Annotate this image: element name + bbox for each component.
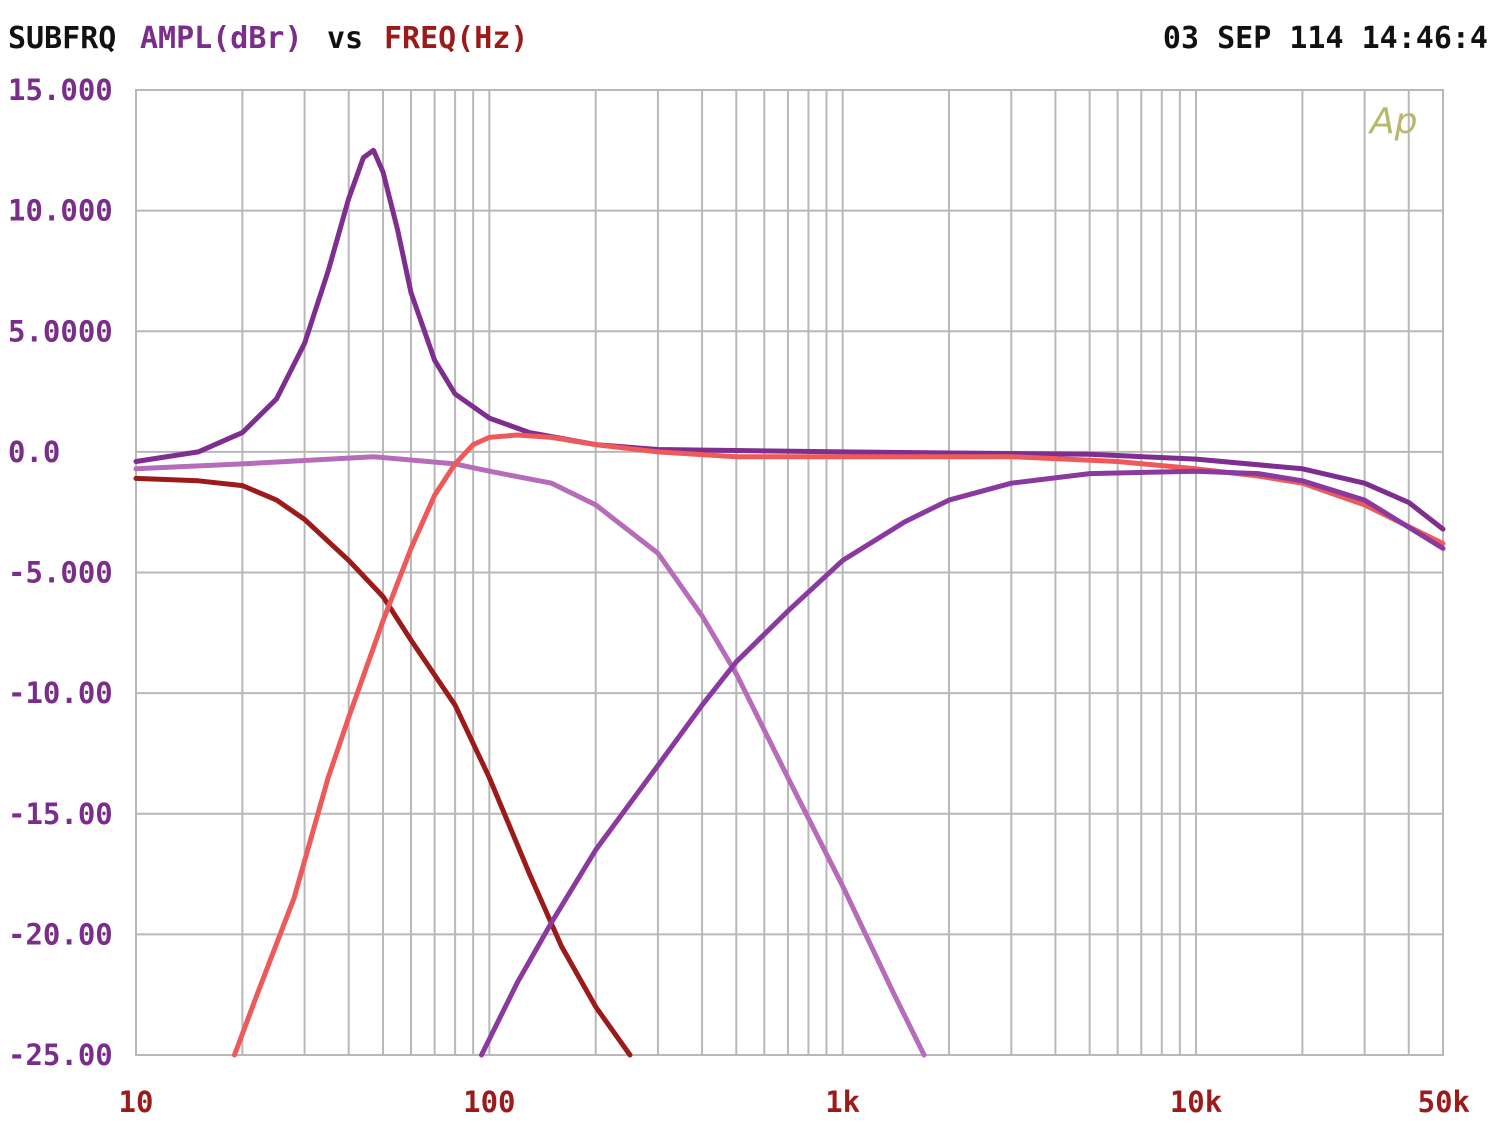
y-tick-label: -10.00 xyxy=(8,676,113,710)
series-line-5 xyxy=(479,468,1446,1058)
audio-precision-logo: Ap xyxy=(1368,101,1417,142)
series-line-3 xyxy=(133,475,633,1058)
y-tick-label: -15.00 xyxy=(8,797,113,831)
plot-grid xyxy=(136,89,1443,1056)
header-y-quantity: AMPL(dBr) xyxy=(140,21,303,56)
y-tick-label: 10.000 xyxy=(8,194,113,228)
chart-header: SUBFRQ AMPL(dBr) vs FREQ(Hz) 03 SEP 114 … xyxy=(8,21,1488,56)
x-tick-label: 50k xyxy=(1418,1085,1470,1119)
y-tick-label: 0.0 xyxy=(8,435,60,469)
header-timestamp: 03 SEP 114 14:46:4 xyxy=(1163,21,1488,56)
y-tick-label: -25.00 xyxy=(8,1038,113,1072)
y-tick-label: 15.000 xyxy=(8,73,113,107)
y-tick-label: 5.0000 xyxy=(8,314,113,348)
x-tick-labels: 10 100 1k 10k 50k xyxy=(119,1085,1470,1119)
y-tick-labels: 15.000 10.000 5.0000 0.0 -5.000 -10.00 -15.00 -… xyxy=(8,73,113,1072)
y-tick-label: -5.000 xyxy=(8,556,113,590)
plot-frame xyxy=(135,89,1444,1056)
header-label: SUBFRQ xyxy=(8,21,116,56)
header-x-quantity: FREQ(Hz) xyxy=(384,21,529,56)
series-line-1 xyxy=(133,147,1446,532)
header-vs: vs xyxy=(327,21,363,56)
x-tick-label: 1k xyxy=(825,1085,860,1119)
svg-text:SUBFRQ AMPL(dBr) v: SUBFRQ AMPL(dBr) vs FREQ(Hz) xyxy=(8,21,529,56)
x-tick-label: 100 xyxy=(463,1085,515,1119)
series-line-2 xyxy=(133,454,927,1058)
series-line-4 xyxy=(232,432,1446,1058)
y-tick-label: -20.00 xyxy=(8,917,113,951)
x-tick-label: 10k xyxy=(1170,1085,1222,1119)
series-group xyxy=(133,147,1446,1058)
x-tick-label: 10 xyxy=(119,1085,154,1119)
